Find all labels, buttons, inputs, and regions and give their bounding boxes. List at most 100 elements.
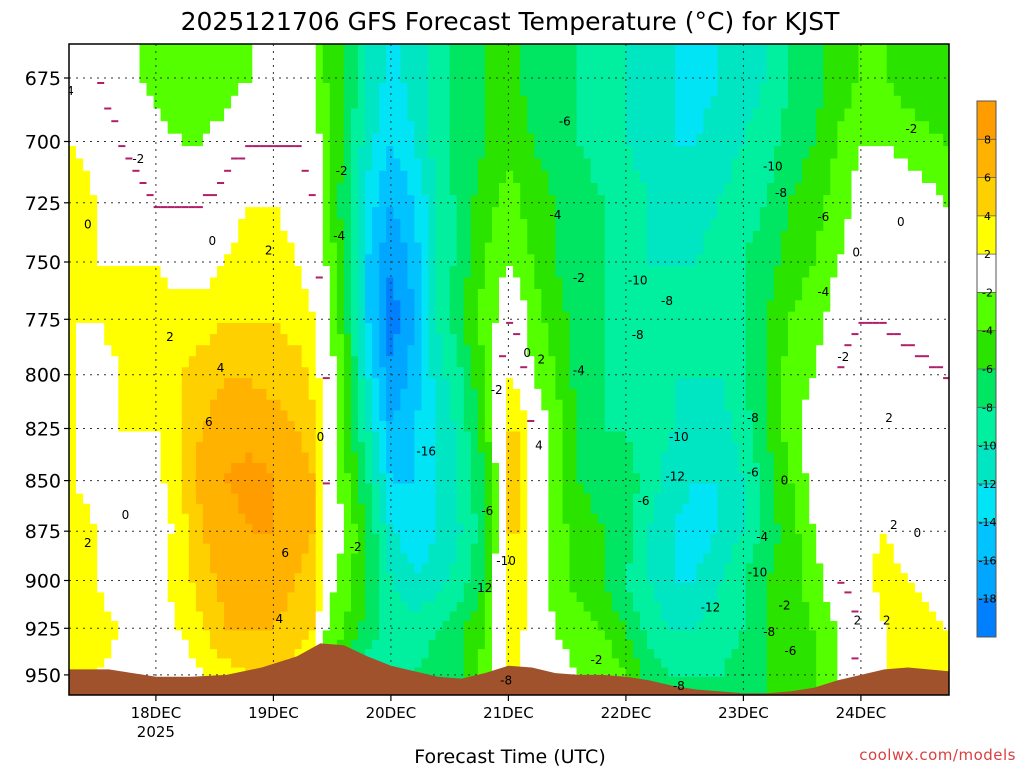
temperature-cell xyxy=(421,254,430,267)
temperature-cell xyxy=(583,563,592,574)
temperature-cell xyxy=(470,573,479,584)
temperature-cell xyxy=(379,592,387,603)
temperature-cell xyxy=(527,133,535,147)
temperature-cell xyxy=(463,649,472,659)
temperature-cell xyxy=(259,158,267,172)
temperature-cell xyxy=(379,195,387,208)
temperature-cell xyxy=(421,553,430,564)
temperature-cell xyxy=(506,462,514,474)
temperature-cell xyxy=(210,431,218,443)
temperature-cell xyxy=(470,553,479,564)
temperature-cell xyxy=(125,452,133,464)
temperature-cell xyxy=(280,621,289,631)
temperature-cell xyxy=(365,289,373,301)
temperature-cell xyxy=(386,421,394,433)
temperature-cell xyxy=(280,183,289,196)
temperature-cell xyxy=(379,334,387,346)
temperature-cell xyxy=(90,254,98,267)
temperature-cell xyxy=(153,311,162,324)
temperature-cell xyxy=(231,621,239,631)
temperature-cell xyxy=(625,592,634,603)
temperature-cell xyxy=(210,611,218,622)
temperature-cell xyxy=(484,70,493,84)
temperature-cell xyxy=(386,289,394,301)
temperature-cell xyxy=(365,639,373,650)
temperature-cell xyxy=(111,158,119,172)
temperature-cell xyxy=(174,207,183,220)
temperature-cell xyxy=(597,207,606,220)
temperature-cell xyxy=(534,183,542,196)
temperature-cell xyxy=(379,399,387,411)
temperature-cell xyxy=(569,195,578,208)
temperature-cell xyxy=(238,195,246,208)
temperature-cell xyxy=(640,133,648,147)
temperature-cell xyxy=(492,582,500,593)
temperature-cell xyxy=(252,322,260,335)
temperature-cell xyxy=(414,473,422,485)
temperature-cell xyxy=(520,254,528,267)
temperature-cell xyxy=(90,356,98,368)
temperature-cell xyxy=(407,334,415,346)
temperature-cell xyxy=(146,70,155,84)
temperature-cell xyxy=(583,649,592,659)
temperature-cell xyxy=(611,523,620,535)
temperature-cell xyxy=(484,649,493,659)
temperature-cell xyxy=(534,311,542,324)
temperature-cell xyxy=(534,83,542,97)
temperature-cell xyxy=(477,421,486,433)
temperature-cell xyxy=(252,442,260,453)
temperature-cell xyxy=(414,523,422,535)
temperature-cell xyxy=(640,219,648,232)
temperature-cell xyxy=(336,523,345,535)
temperature-cell xyxy=(195,378,204,390)
temperature-cell xyxy=(477,553,486,564)
temperature-cell xyxy=(379,242,387,255)
temperature-cell xyxy=(640,503,648,515)
temperature-cell xyxy=(449,483,458,495)
temperature-cell xyxy=(315,70,324,84)
temperature-cell xyxy=(534,170,542,184)
temperature-cell xyxy=(301,195,310,208)
temperature-cell xyxy=(181,421,190,433)
temperature-cell xyxy=(245,183,253,196)
temperature-cell xyxy=(188,44,197,58)
temperature-cell xyxy=(125,266,133,279)
temperature-cell xyxy=(379,388,387,401)
temperature-cell xyxy=(520,70,528,84)
temperature-cell xyxy=(435,431,444,443)
temperature-cell xyxy=(590,421,599,433)
temperature-cell xyxy=(83,523,91,535)
temperature-cell xyxy=(541,630,549,641)
temperature-cell xyxy=(506,277,514,290)
temperature-cell xyxy=(618,388,627,401)
temperature-cell xyxy=(202,553,211,564)
temperature-cell xyxy=(202,44,211,58)
temperature-cell xyxy=(421,230,430,244)
temperature-cell xyxy=(118,356,126,368)
temperature-cell xyxy=(90,442,98,453)
temperature-cell xyxy=(618,399,627,411)
temperature-cell xyxy=(266,83,274,97)
temperature-cell xyxy=(111,44,119,58)
temperature-cell xyxy=(400,183,408,196)
temperature-cell xyxy=(217,582,225,593)
temperature-cell xyxy=(69,170,77,184)
temperature-cell xyxy=(506,658,514,669)
temperature-cell xyxy=(548,266,556,279)
temperature-cell xyxy=(308,410,317,422)
temperature-cell xyxy=(132,133,140,147)
temperature-cell xyxy=(449,367,458,379)
temperature-cell xyxy=(69,158,77,172)
temperature-cell xyxy=(153,254,162,267)
temperature-cell xyxy=(618,44,627,58)
temperature-cell xyxy=(181,44,190,58)
temperature-cell xyxy=(195,493,204,505)
temperature-cell xyxy=(506,219,514,232)
temperature-cell xyxy=(604,95,613,110)
temperature-cell xyxy=(379,254,387,267)
temperature-cell xyxy=(569,230,578,244)
temperature-cell xyxy=(231,266,239,279)
temperature-cell xyxy=(647,356,655,368)
temperature-cell xyxy=(174,431,183,443)
temperature-cell xyxy=(499,300,507,313)
